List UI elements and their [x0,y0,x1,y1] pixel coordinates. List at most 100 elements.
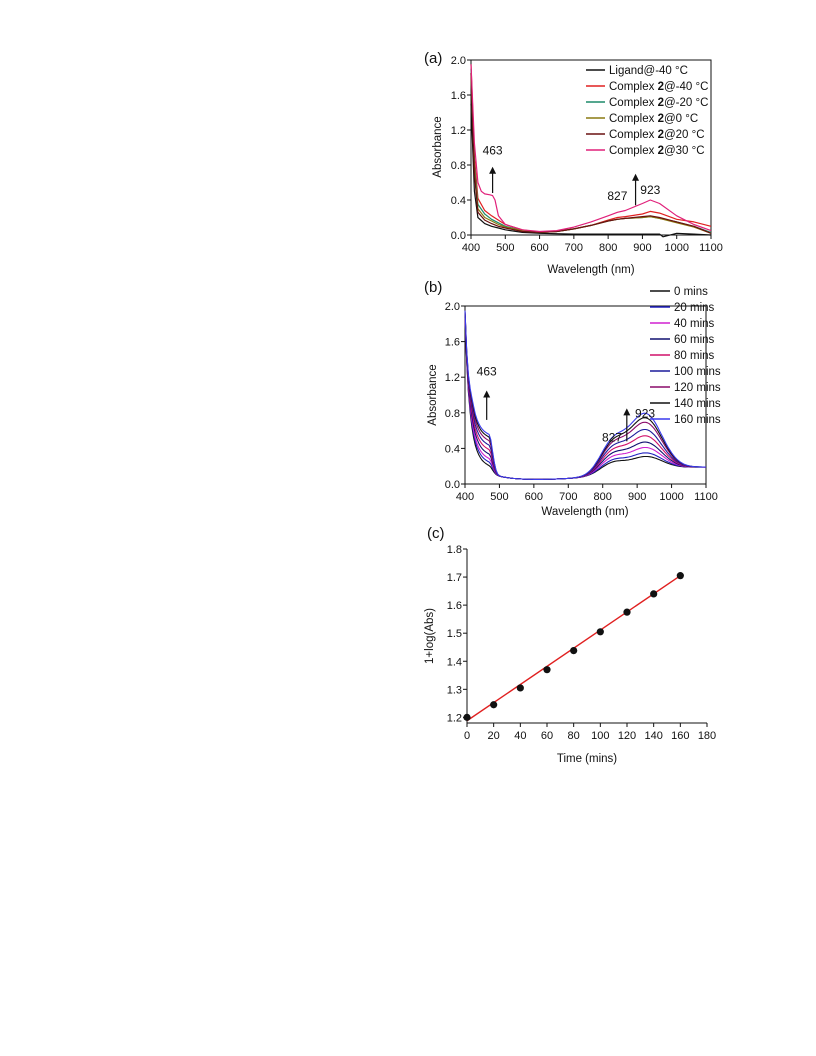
panel-a-annotations: 463 827 923 [483,144,661,206]
peak-annotation: 463 [483,144,503,158]
y-tick-label: 1.2 [447,712,462,724]
panel-c: (c) 0 20 40 60 80 100 120 140 160 180 1.21.31.41.… [424,525,716,765]
series-line [470,103,712,238]
legend-entry: 0 mins [674,286,708,298]
panel-c-y-ticks: 1.2 1.3 1.4 1.5 1.6 1.7 1.8 [447,544,467,724]
panel-b-label: (b) [424,279,442,296]
x-tick-label: 80 [568,730,580,742]
legend-entry: 120 mins [674,382,721,394]
panel-c-data-points [463,572,684,721]
legend-entry: Complex 2@0 °C [609,113,698,125]
x-tick-label: 40 [514,730,526,742]
peak-annotation: 827 [607,189,627,203]
y-tick-label: 1.2 [445,372,460,384]
x-tick-label: 1100 [699,242,723,254]
x-tick-label: 160 [671,730,689,742]
panel-b-plot-frame [464,305,707,485]
x-tick-label: 20 [488,730,500,742]
y-tick-label: 1.8 [447,544,462,556]
panel-b-x-ticks: 400 500 600 700 800 900 1000 1100 [456,484,718,503]
legend-entry: Complex 2@-40 °C [609,81,708,93]
x-tick-label: 800 [594,491,612,503]
series-line [464,310,706,480]
panel-a-label: (a) [424,50,442,67]
legend-entry: 20 mins [674,302,715,314]
panel-b: (b) 400 500 600 700 800 900 1000 1100 0.0 0.4 0.8… [424,279,721,518]
x-tick-label: 800 [599,242,617,254]
series-line [470,73,712,234]
peak-annotation: 923 [635,406,655,420]
data-point [543,666,551,674]
panel-c-x-axis-title: Time (mins) [557,753,617,765]
increase-arrow-head [489,166,497,174]
x-tick-label: 1000 [664,242,688,254]
peak-annotation: 463 [477,364,497,378]
legend-entry: 160 mins [674,414,721,426]
y-tick-label: 1.6 [445,337,460,349]
peak-annotation: 923 [640,183,660,197]
y-tick-label: 0.4 [445,443,460,455]
x-tick-label: 400 [456,491,474,503]
x-tick-label: 600 [530,242,548,254]
series-line [464,311,706,480]
y-tick-label: 2.0 [445,301,460,313]
legend-entry: Complex 2@20 °C [609,129,705,141]
legend-entry: 60 mins [674,334,715,346]
data-point [516,684,524,692]
panel-b-y-ticks: 0.0 0.4 0.8 1.2 1.6 2.0 [445,301,465,491]
legend-entry: 100 mins [674,366,721,378]
data-point [463,713,471,721]
series-line [470,64,712,233]
y-tick-label: 1.6 [451,90,466,102]
panel-c-label: (c) [427,525,445,542]
legend-entry: Complex 2@-20 °C [609,97,708,109]
y-tick-label: 1.2 [451,125,466,137]
panel-a-legend: Ligand@-40 °C Complex 2@-40 °C Complex 2@-… [586,65,708,157]
y-tick-label: 0.4 [451,195,466,207]
x-tick-label: 140 [644,730,662,742]
panel-a-x-ticks: 400 500 600 700 800 900 1000 1100 [462,235,723,254]
x-tick-label: 500 [496,242,514,254]
x-tick-label: 180 [698,730,716,742]
x-tick-label: 700 [565,242,583,254]
y-tick-label: 0.0 [445,479,460,491]
panel-c-x-ticks: 0 20 40 60 80 100 120 140 160 180 [464,723,716,742]
data-point [570,646,578,655]
legend-entry: Complex 2@30 °C [609,145,705,157]
x-tick-label: 60 [541,730,553,742]
panel-a-x-axis-title: Wavelength (nm) [547,264,634,276]
x-tick-label: 900 [633,242,651,254]
x-tick-label: 0 [464,730,470,742]
panel-b-annotations: 463 827 923 [477,364,656,444]
panel-b-y-axis-title: Absorbance [427,364,439,425]
data-point [490,701,498,709]
y-tick-label: 1.7 [447,572,462,584]
x-tick-label: 120 [618,730,636,742]
y-tick-label: 1.5 [447,628,462,640]
panel-b-legend: 0 mins 20 mins 40 mins 60 mins 80 mins 100 mi… [650,286,721,426]
data-point [650,590,658,598]
y-tick-label: 0.8 [445,408,460,420]
panel-b-x-axis-title: Wavelength (nm) [541,506,628,518]
legend-entry: 40 mins [674,318,715,330]
x-tick-label: 500 [490,491,508,503]
legend-entry: Ligand@-40 °C [609,65,688,77]
panel-a-y-ticks: 0.0 0.4 0.8 1.2 1.6 2.0 [451,55,471,242]
x-tick-label: 1100 [694,491,718,503]
increase-arrow-head [632,173,640,181]
panel-b-series-lines [464,310,707,480]
legend-entry: 80 mins [674,350,715,362]
data-point [676,572,684,580]
y-tick-label: 1.6 [447,600,462,612]
increase-arrow-head [483,390,491,398]
x-tick-label: 700 [559,491,577,503]
panel-a-series-lines [470,64,712,238]
data-point [596,628,604,636]
series-line [464,312,706,480]
x-tick-label: 400 [462,242,480,254]
data-point [623,608,631,616]
x-tick-label: 900 [628,491,646,503]
y-tick-label: 1.4 [447,656,462,668]
x-tick-label: 100 [591,730,609,742]
